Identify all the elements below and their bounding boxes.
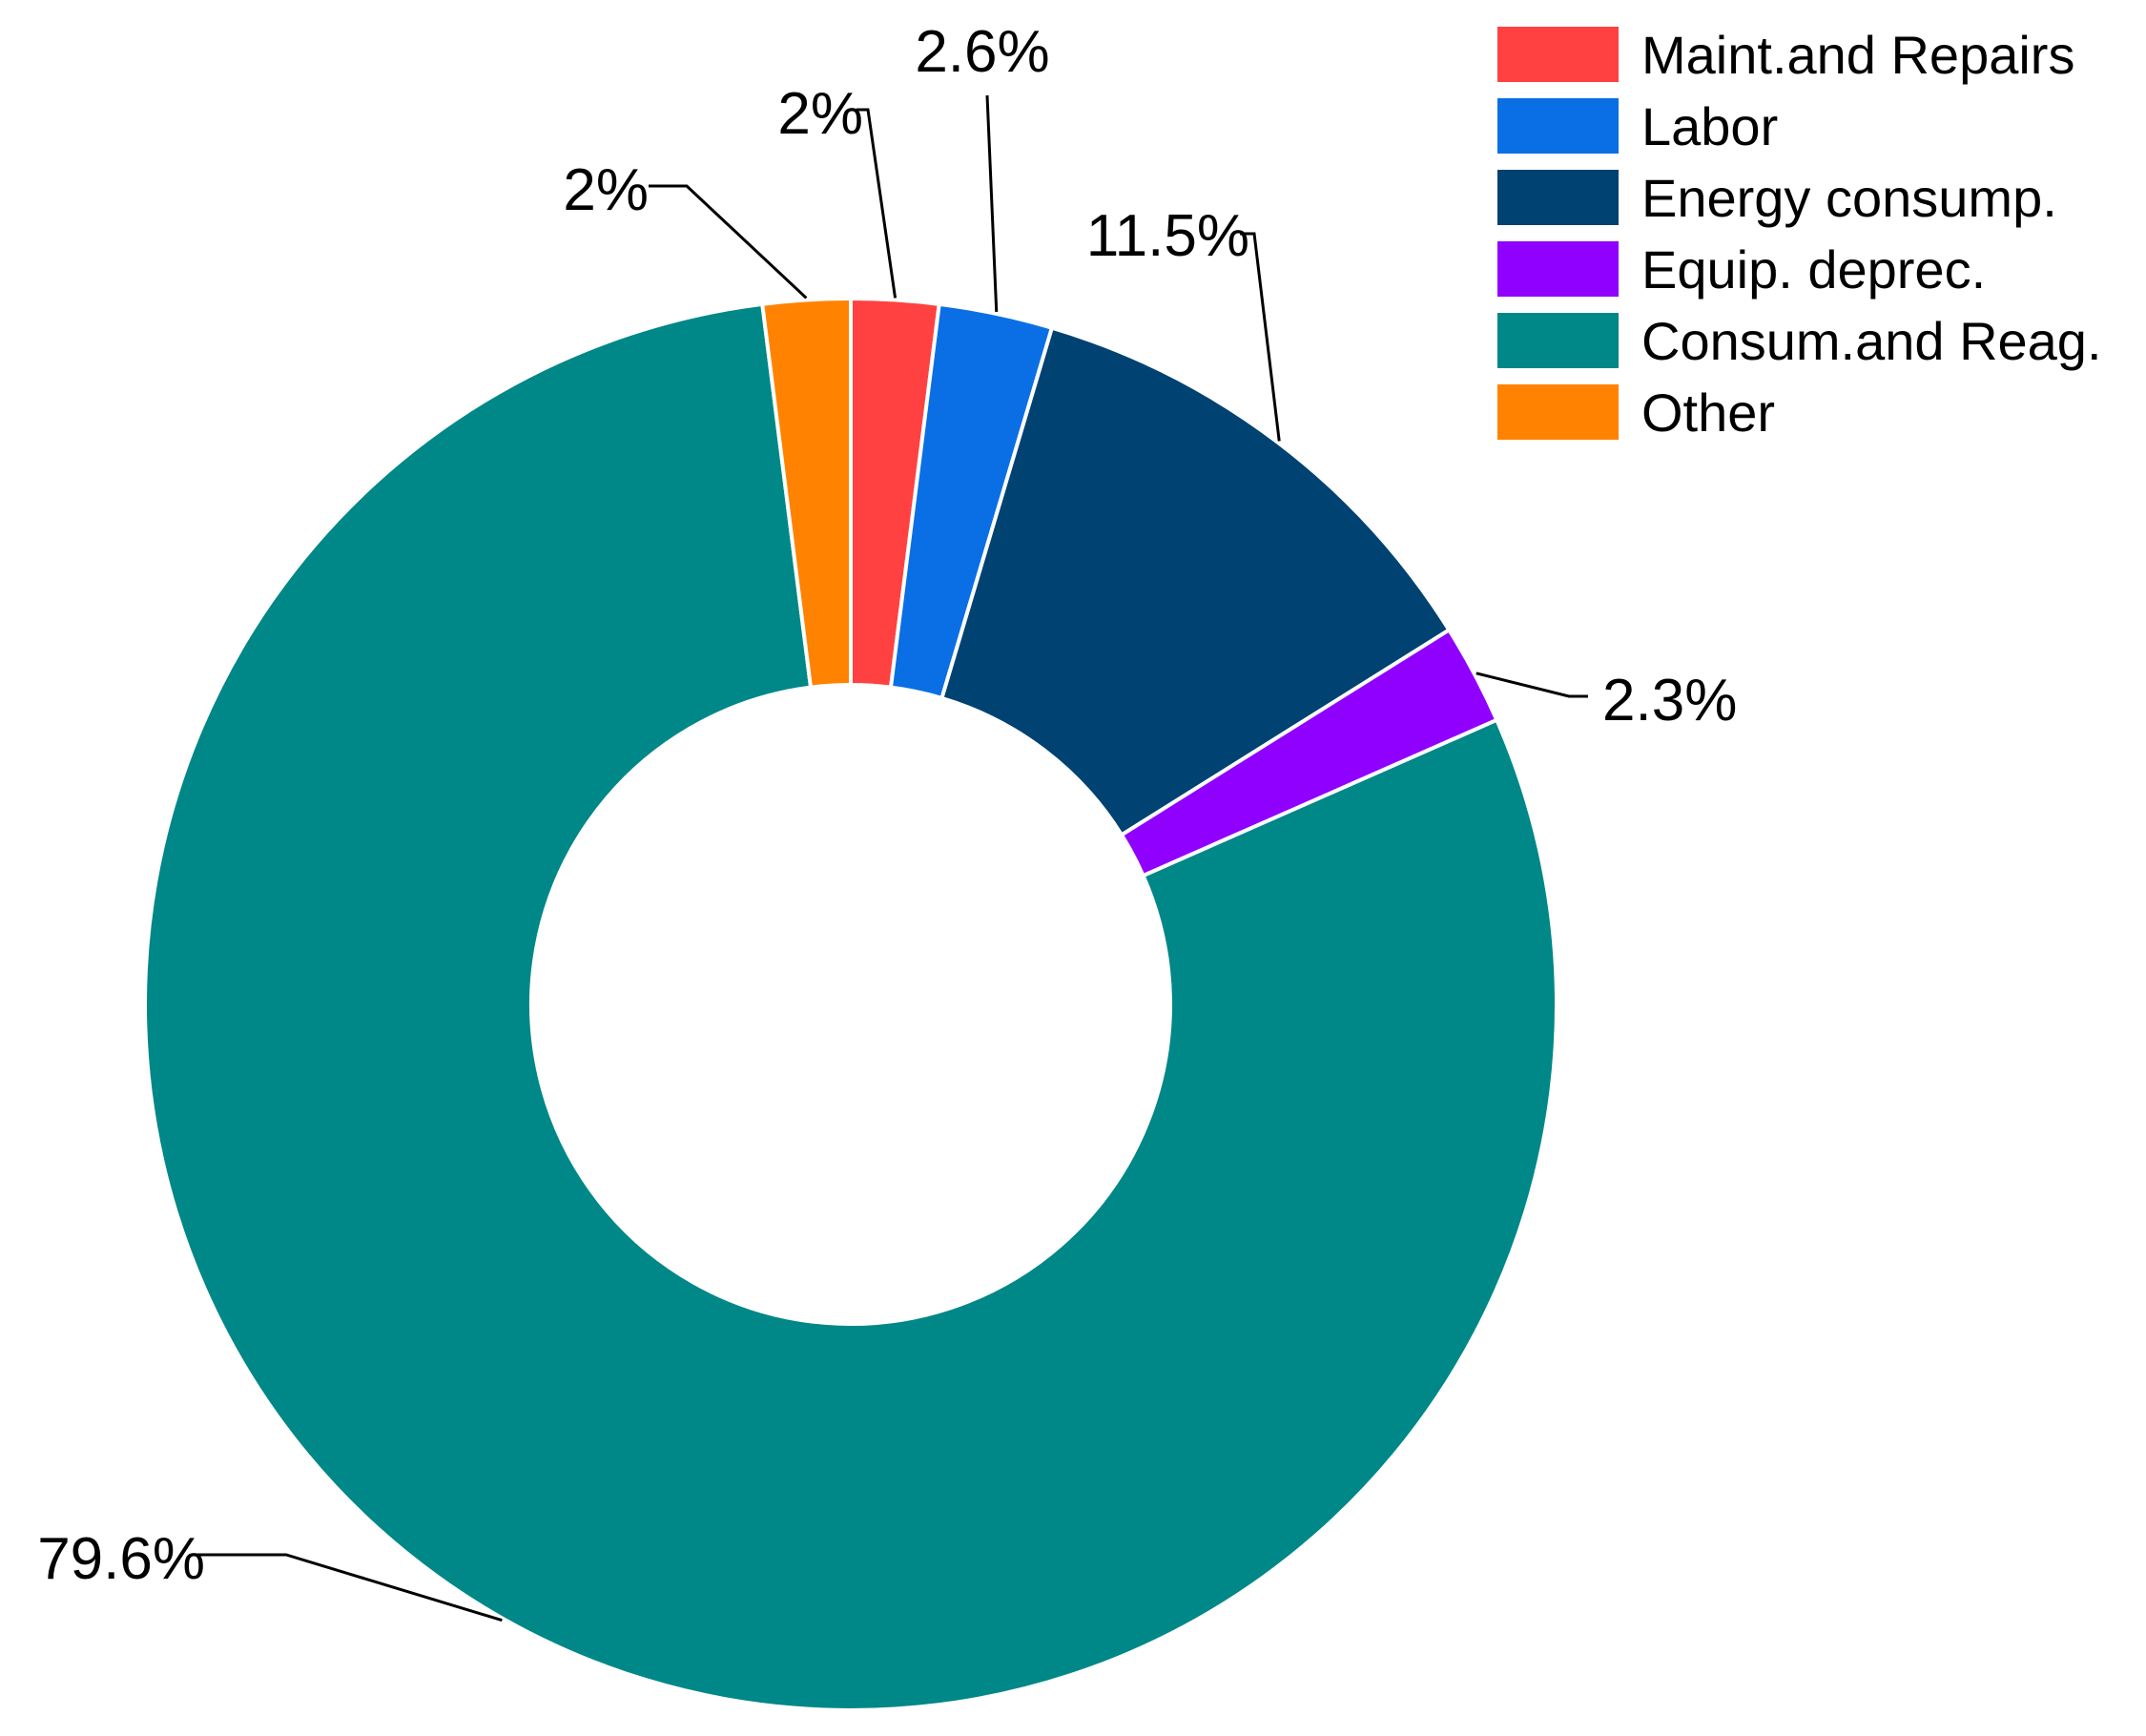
donut-slices	[143, 296, 1558, 1712]
legend-label-energy-consumption: Energy consump.	[1641, 168, 2057, 228]
legend-swatch-equip-depreciation	[1497, 241, 1619, 297]
leader-line-consumables-reagents	[196, 1553, 503, 1622]
legend-label-other: Other	[1641, 382, 1775, 443]
label-energy-consumption: 11.5%	[1086, 203, 1249, 269]
label-maint-repairs: 2%	[777, 81, 863, 147]
legend-swatch-labor	[1497, 98, 1619, 154]
label-consumables-reagents: 79.6%	[37, 1526, 205, 1592]
leader-line-labor	[985, 94, 999, 312]
slice-other	[760, 296, 853, 690]
slice-consumables-reagents	[143, 301, 1558, 1712]
label-labor: 2.6%	[915, 19, 1049, 85]
legend-label-labor: Labor	[1641, 96, 1778, 156]
legend: Maint.and Repairs Labor Energy consump. Equ…	[1497, 25, 2102, 443]
legend-label-equip-depreciation: Equip. deprec.	[1641, 239, 1986, 300]
label-equip-depreciation: 2.3%	[1602, 668, 1737, 734]
leader-line-energy-consumption	[1240, 232, 1281, 442]
legend-swatch-energy-consumption	[1497, 170, 1619, 225]
percentage-labels: 2% 2.6% 11.5% 2.3% 79.6% 2%	[37, 19, 1737, 1592]
leader-lines	[196, 94, 1588, 1622]
leader-line-maint-repairs	[856, 108, 898, 299]
legend-label-consumables-reagents: Consum.and Reag.	[1641, 311, 2102, 371]
legend-swatch-consumables-reagents	[1497, 313, 1619, 368]
legend-label-maint-repairs: Maint.and Repairs	[1641, 25, 2074, 85]
label-other: 2%	[563, 157, 649, 223]
leader-line-other	[649, 184, 808, 300]
legend-swatch-other	[1497, 384, 1619, 440]
leader-line-equip-depreciation	[1475, 672, 1588, 698]
legend-swatch-maint-repairs	[1497, 27, 1619, 82]
